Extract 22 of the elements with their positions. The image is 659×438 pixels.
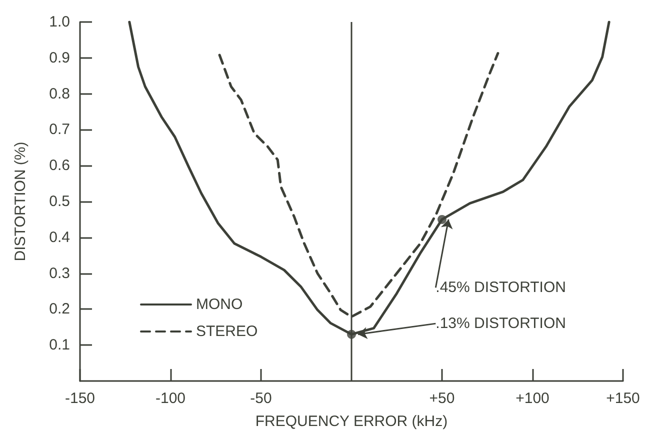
x-tick-label: -150: [64, 390, 96, 407]
y-tick-label: 0.1: [49, 336, 70, 354]
y-tick-label: 0.8: [49, 85, 70, 102]
y-tick-label: 0.4: [49, 228, 70, 246]
legend-label: STEREO: [196, 323, 258, 340]
annotation: .45% DISTORTION: [436, 279, 566, 296]
x-tick-label: -50: [250, 390, 272, 407]
y-tick-label: 0.2: [49, 300, 70, 318]
y-axis-title: DISTORTION (%): [12, 142, 29, 262]
x-axis-title: FREQUENCY ERROR (kHz): [255, 413, 448, 430]
x-tick-label: -100: [155, 390, 186, 407]
x-tick-label: +100: [516, 390, 550, 407]
annotation: .13% DISTORTION: [436, 315, 566, 332]
legend-label: MONO: [196, 296, 243, 313]
y-tick-label: 0.9: [49, 49, 70, 66]
y-tick-label: 0.5: [49, 193, 70, 210]
x-tick-label: +50: [429, 390, 455, 407]
x-tick-label: +150: [606, 390, 640, 407]
y-tick-label: 0.6: [49, 157, 70, 174]
y-tick-label: 1.0: [49, 14, 70, 30]
y-tick-label: 0.7: [49, 121, 70, 138]
y-tick-label: 0.3: [49, 264, 70, 282]
